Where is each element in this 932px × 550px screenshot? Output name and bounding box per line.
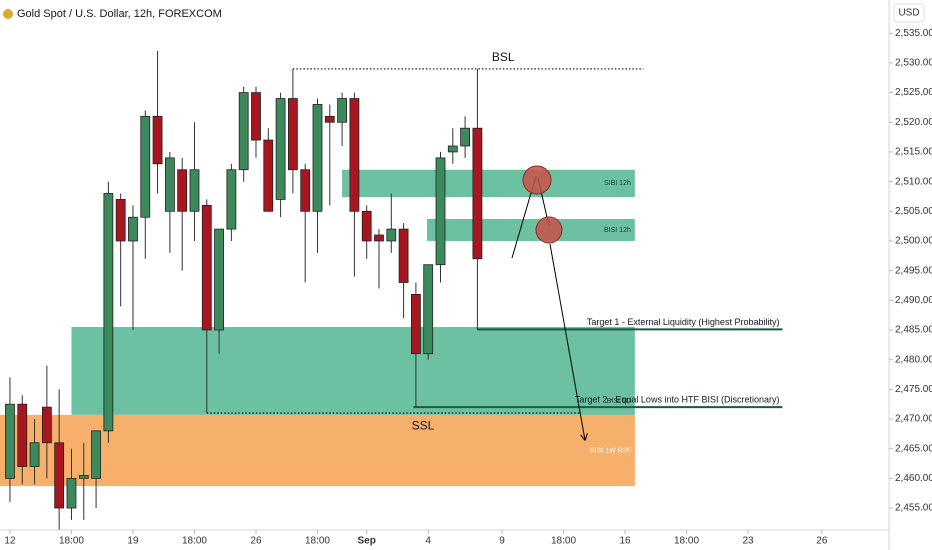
- level-label: Target 1 - External Liquidity (Highest P…: [587, 317, 780, 327]
- candle-body: [214, 228, 224, 331]
- y-tick-label: 2,455.00: [895, 503, 932, 514]
- candle-body: [164, 157, 175, 212]
- candle-body: [263, 139, 274, 212]
- candle-body: [410, 293, 421, 355]
- candle-body: [447, 145, 458, 153]
- y-axis-label: USD: [898, 8, 919, 19]
- candle-body: [226, 169, 237, 230]
- candle-body: [54, 442, 65, 509]
- x-tick-label: 26: [816, 536, 828, 547]
- y-tick-label: 2,460.00: [895, 473, 932, 484]
- y-tick-label: 2,530.00: [895, 58, 932, 69]
- y-tick-label: 2,490.00: [895, 295, 932, 306]
- candle-body: [398, 228, 409, 283]
- candle-body: [386, 228, 397, 242]
- candle-body: [251, 92, 261, 141]
- candle-body: [78, 474, 89, 479]
- zone: [342, 169, 635, 198]
- candle-body: [287, 98, 298, 171]
- candle-body: [152, 115, 163, 165]
- reaction-circle: [522, 165, 552, 195]
- zone-label: BISI 1D: [607, 398, 631, 405]
- candle-body: [189, 169, 200, 212]
- chart-title: Gold Spot / U.S. Dollar, 12h, FOREXCOM: [17, 8, 222, 20]
- y-tick-label: 2,475.00: [895, 384, 932, 395]
- x-tick-label: 18:00: [674, 536, 699, 547]
- candle-body: [91, 430, 101, 479]
- candle-body: [238, 92, 249, 171]
- candle-body: [201, 204, 212, 331]
- projection-arrow: [549, 243, 585, 440]
- y-tick-label: 2,535.00: [895, 28, 932, 39]
- symbol-icon: [3, 9, 13, 19]
- candle-body: [29, 442, 40, 467]
- y-tick-label: 2,465.00: [895, 443, 932, 454]
- y-tick-label: 2,495.00: [895, 265, 932, 276]
- candle-body: [472, 127, 483, 260]
- candle-body: [128, 216, 138, 242]
- x-tick-label: 4: [425, 536, 431, 547]
- x-tick-label: 19: [127, 536, 139, 547]
- drawings: [511, 165, 585, 440]
- plot-area: BISI 1W R2F BISI 1D SIBI 12h BISI 12h BSL SSL…: [0, 50, 783, 530]
- zone-label: BISI 12h: [604, 227, 631, 234]
- candle-body: [177, 169, 188, 212]
- candle-body: [66, 477, 77, 509]
- x-tick-label: 16: [619, 536, 631, 547]
- candle-body: [275, 98, 286, 200]
- y-tick-label: 2,470.00: [895, 414, 932, 425]
- y-tick-label: 2,515.00: [895, 147, 932, 158]
- reaction-circle: [535, 216, 563, 244]
- candle-body: [361, 210, 372, 242]
- level-label: BSL: [492, 50, 515, 64]
- level-label: Target 2 - Equal Lows into HTF BISI (Dis…: [575, 395, 780, 405]
- candle-body: [349, 98, 360, 212]
- x-tick-label: 18:00: [59, 536, 84, 547]
- candle-body: [115, 199, 126, 242]
- candle-body: [17, 403, 28, 467]
- y-tick-label: 2,505.00: [895, 206, 932, 217]
- y-tick-label: 2,520.00: [895, 117, 932, 128]
- x-tick-label: 12: [4, 536, 16, 547]
- candle-body: [435, 157, 446, 266]
- candle-body: [374, 234, 384, 242]
- candle-body: [103, 193, 114, 432]
- x-tick-label: Sep: [358, 536, 376, 547]
- candle-body: [460, 127, 471, 147]
- x-tick-label: 26: [250, 536, 262, 547]
- zone: [71, 327, 635, 415]
- candle-body: [324, 115, 335, 123]
- zone-label: BISI 1W R2F: [590, 447, 631, 454]
- y-tick-label: 2,500.00: [895, 236, 932, 247]
- x-tick-label: 18:00: [182, 536, 207, 547]
- y-tick-label: 2,485.00: [895, 325, 932, 336]
- x-tick-label: 23: [742, 536, 754, 547]
- candle-body: [140, 115, 151, 218]
- x-tick-label: 18:00: [305, 536, 330, 547]
- zone-label: SIBI 12h: [604, 180, 631, 187]
- candle-body: [312, 104, 323, 212]
- level-label: SSL: [412, 418, 435, 432]
- candle-body: [337, 98, 347, 123]
- y-tick-label: 2,480.00: [895, 354, 932, 365]
- candle-body: [5, 403, 15, 479]
- x-tick-label: 9: [499, 536, 505, 547]
- y-tick-label: 2,510.00: [895, 176, 932, 187]
- y-tick-label: 2,525.00: [895, 87, 932, 98]
- currency-box: [893, 3, 925, 23]
- candle-body: [41, 406, 52, 444]
- candle-body: [423, 264, 434, 355]
- candle-body: [300, 169, 311, 212]
- x-tick-label: 18:00: [551, 536, 576, 547]
